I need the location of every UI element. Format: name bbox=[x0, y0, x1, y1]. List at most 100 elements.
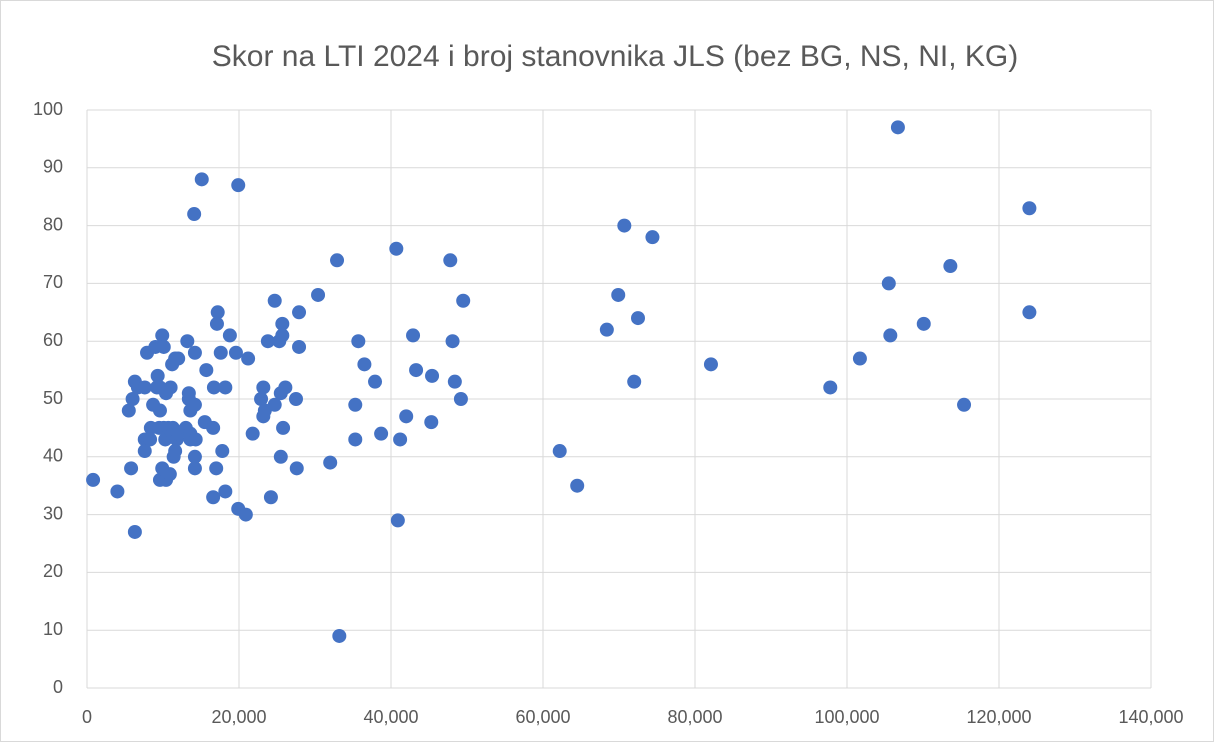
y-tick-label: 100 bbox=[33, 99, 63, 119]
point bbox=[187, 397, 202, 412]
point bbox=[409, 363, 424, 378]
point bbox=[292, 305, 307, 320]
point bbox=[357, 357, 372, 372]
point bbox=[218, 484, 233, 499]
point bbox=[399, 409, 414, 424]
point bbox=[121, 403, 136, 418]
y-tick-label: 60 bbox=[43, 330, 63, 350]
point bbox=[351, 334, 366, 349]
point bbox=[703, 357, 718, 372]
point bbox=[916, 316, 931, 331]
point bbox=[127, 524, 142, 539]
point bbox=[110, 484, 125, 499]
point bbox=[852, 351, 867, 366]
y-tick-label: 70 bbox=[43, 272, 63, 292]
point bbox=[406, 328, 421, 343]
x-tick-label: 120,000 bbox=[966, 707, 1031, 727]
point bbox=[143, 432, 158, 447]
point bbox=[617, 218, 632, 233]
point bbox=[330, 253, 345, 268]
point bbox=[323, 455, 338, 470]
chart-title: Skor na LTI 2024 i broj stanovnika JLS (… bbox=[212, 40, 1018, 73]
point bbox=[238, 507, 253, 522]
point bbox=[389, 241, 404, 256]
point bbox=[215, 444, 230, 459]
point bbox=[552, 444, 567, 459]
point bbox=[260, 334, 275, 349]
point bbox=[275, 328, 290, 343]
x-tick-label: 20,000 bbox=[211, 707, 266, 727]
point bbox=[883, 328, 898, 343]
point bbox=[209, 461, 224, 476]
point bbox=[368, 374, 383, 389]
point bbox=[289, 461, 304, 476]
point bbox=[823, 380, 838, 395]
point bbox=[289, 392, 303, 406]
point bbox=[156, 339, 171, 354]
point bbox=[443, 253, 458, 268]
x-tick-label: 100,000 bbox=[814, 707, 879, 727]
y-tick-label: 80 bbox=[43, 214, 63, 234]
point bbox=[263, 490, 278, 505]
x-tick-label: 0 bbox=[82, 707, 92, 727]
x-tick-label: 80,000 bbox=[667, 707, 722, 727]
point bbox=[627, 374, 642, 389]
y-tick-label: 40 bbox=[43, 446, 63, 466]
point bbox=[332, 628, 347, 643]
point bbox=[162, 467, 177, 482]
point bbox=[1022, 305, 1037, 320]
point bbox=[187, 207, 202, 222]
point bbox=[206, 420, 221, 435]
y-tick-label: 90 bbox=[43, 157, 63, 177]
point bbox=[231, 178, 246, 193]
point bbox=[228, 345, 243, 360]
point bbox=[631, 311, 645, 326]
y-tick-label: 10 bbox=[43, 619, 63, 639]
point bbox=[155, 328, 170, 343]
point bbox=[447, 374, 462, 389]
point bbox=[1022, 201, 1037, 216]
point bbox=[171, 351, 186, 366]
point bbox=[137, 444, 152, 459]
point bbox=[209, 316, 224, 331]
point bbox=[273, 449, 288, 464]
point bbox=[393, 432, 408, 447]
point bbox=[611, 287, 626, 302]
point bbox=[278, 380, 293, 395]
point bbox=[188, 432, 203, 447]
point bbox=[445, 334, 460, 349]
point bbox=[125, 392, 140, 406]
point bbox=[424, 415, 439, 430]
point bbox=[180, 334, 195, 349]
point bbox=[957, 397, 972, 412]
y-tick-label: 30 bbox=[43, 503, 63, 523]
point bbox=[199, 363, 214, 378]
point bbox=[292, 339, 307, 354]
x-tick-label: 140,000 bbox=[1118, 707, 1183, 727]
point bbox=[187, 345, 202, 360]
point bbox=[943, 259, 958, 274]
point bbox=[187, 449, 202, 464]
point bbox=[425, 368, 440, 383]
point bbox=[222, 328, 237, 343]
y-tick-label: 50 bbox=[43, 388, 63, 408]
point bbox=[254, 392, 269, 406]
point bbox=[137, 380, 152, 395]
point bbox=[163, 380, 178, 395]
point bbox=[881, 276, 896, 291]
point bbox=[599, 322, 614, 337]
point bbox=[194, 172, 209, 187]
point bbox=[267, 293, 282, 308]
point bbox=[256, 380, 271, 395]
point bbox=[206, 490, 221, 505]
point bbox=[86, 472, 101, 487]
point bbox=[168, 444, 183, 459]
y-tick-label: 0 bbox=[53, 677, 63, 697]
point bbox=[275, 316, 290, 331]
point bbox=[206, 380, 221, 395]
point bbox=[245, 426, 260, 441]
y-tick-label: 20 bbox=[43, 561, 63, 581]
point bbox=[453, 392, 468, 406]
